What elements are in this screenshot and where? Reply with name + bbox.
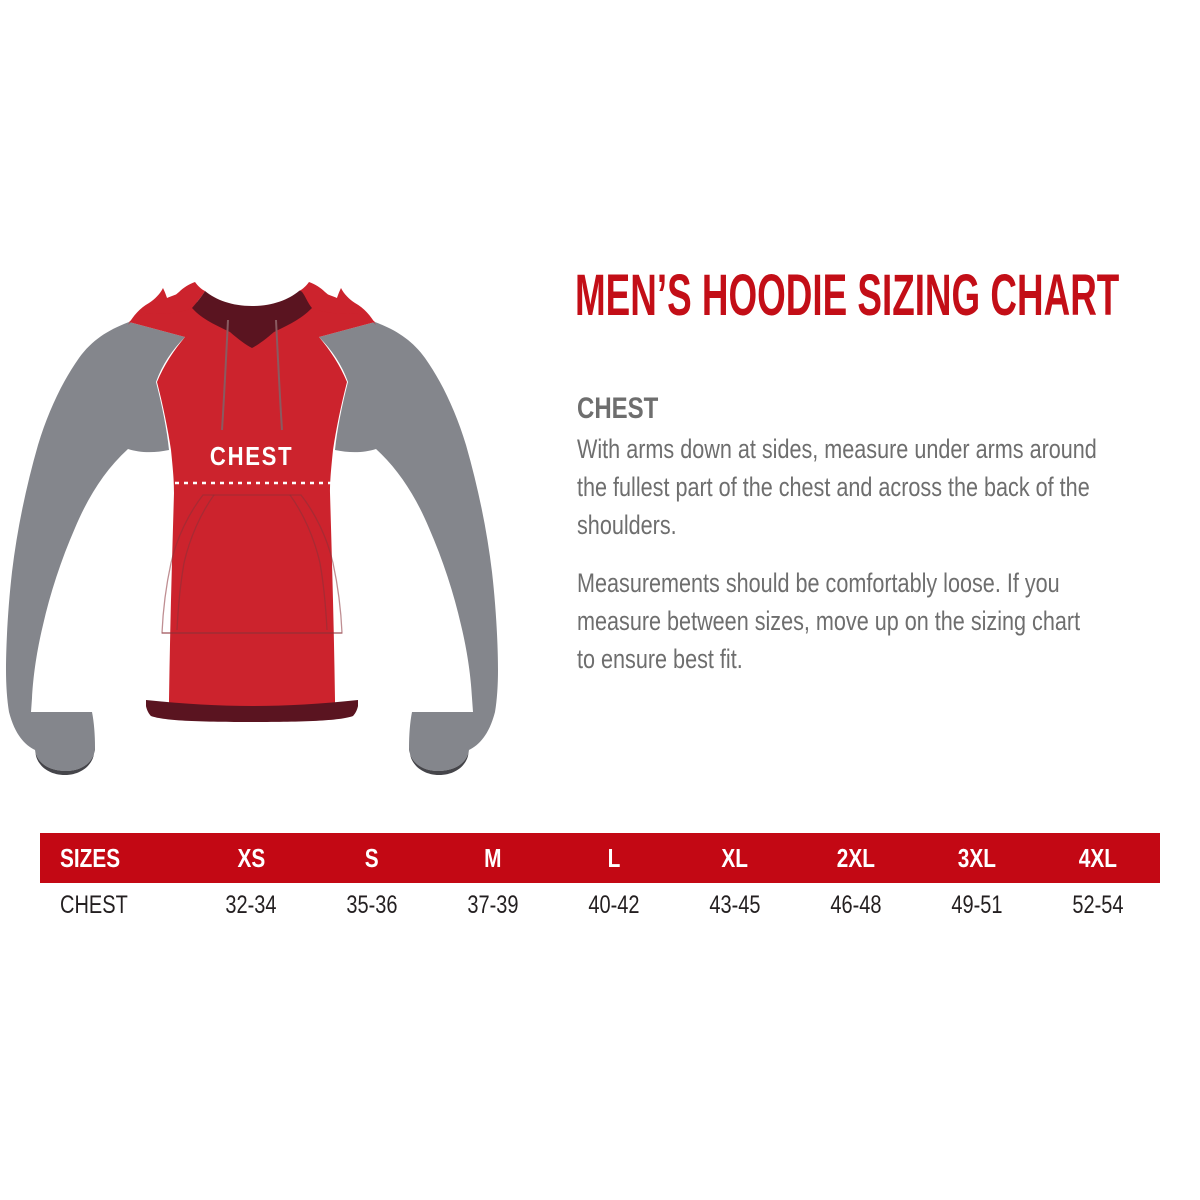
svg-text:CHEST: CHEST bbox=[210, 442, 293, 471]
